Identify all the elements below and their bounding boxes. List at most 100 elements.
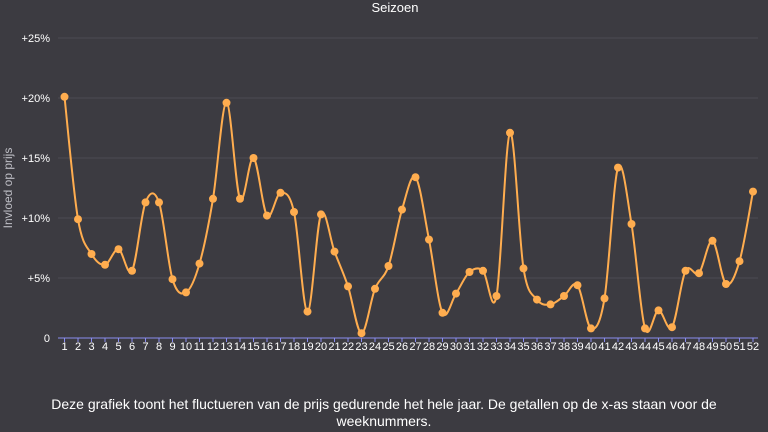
x-tick-label: 43 bbox=[625, 341, 637, 353]
x-tick-label: 47 bbox=[679, 341, 691, 353]
x-tick-label: 20 bbox=[315, 341, 327, 353]
data-point-week-50[interactable] bbox=[722, 280, 730, 288]
series-line bbox=[63, 96, 754, 335]
data-point-week-26[interactable] bbox=[398, 205, 406, 214]
data-point-week-19[interactable] bbox=[303, 307, 312, 316]
data-point-week-32[interactable] bbox=[479, 266, 487, 275]
x-tick-label: 40 bbox=[585, 341, 597, 353]
data-point-week-16[interactable] bbox=[263, 211, 271, 220]
x-tick-label: 12 bbox=[207, 341, 219, 353]
data-point-week-36[interactable] bbox=[533, 295, 541, 304]
data-point-week-24[interactable] bbox=[371, 284, 379, 293]
data-point-week-44[interactable] bbox=[641, 324, 649, 333]
x-tick-label: 36 bbox=[531, 341, 543, 353]
x-tick-label: 34 bbox=[504, 341, 516, 353]
x-tick-label: 25 bbox=[382, 341, 394, 353]
data-point-week-11[interactable] bbox=[195, 259, 204, 268]
x-tick-label: 35 bbox=[517, 341, 529, 353]
x-tick-label: 17 bbox=[274, 341, 286, 353]
x-tick-label: 23 bbox=[355, 341, 367, 353]
data-point-week-42[interactable] bbox=[614, 163, 622, 172]
x-tick-label: 7 bbox=[142, 341, 148, 353]
data-point-week-29[interactable] bbox=[438, 308, 447, 317]
x-tick-label: 11 bbox=[194, 341, 205, 353]
data-point-week-37[interactable] bbox=[546, 300, 555, 309]
data-point-week-27[interactable] bbox=[411, 173, 420, 182]
x-tick-label: 48 bbox=[693, 341, 705, 353]
y-axis-label: Invloed op prijs bbox=[1, 148, 15, 229]
data-point-week-21[interactable] bbox=[330, 247, 339, 256]
x-tick-label: 10 bbox=[180, 341, 192, 353]
data-point-week-13[interactable] bbox=[222, 98, 231, 107]
grid-lines bbox=[58, 37, 758, 279]
data-point-week-28[interactable] bbox=[425, 235, 433, 244]
data-point-week-51[interactable] bbox=[735, 257, 744, 266]
x-tick-label: 3 bbox=[88, 341, 94, 353]
x-tick-label: 46 bbox=[666, 341, 678, 353]
data-point-week-40[interactable] bbox=[587, 324, 595, 333]
data-point-week-23[interactable] bbox=[357, 329, 366, 338]
data-point-week-33[interactable] bbox=[492, 292, 501, 300]
data-point-week-43[interactable] bbox=[627, 220, 636, 228]
data-point-week-25[interactable] bbox=[384, 262, 393, 270]
x-tick-label: 16 bbox=[261, 341, 273, 353]
x-tick-label: 42 bbox=[612, 341, 624, 353]
y-tick-label: +5% bbox=[28, 273, 51, 285]
data-point-week-30[interactable] bbox=[452, 289, 460, 298]
x-tick-label: 37 bbox=[544, 341, 556, 353]
data-point-week-1[interactable] bbox=[60, 92, 69, 101]
data-point-week-45[interactable] bbox=[654, 306, 663, 315]
data-point-week-34[interactable] bbox=[506, 128, 514, 137]
y-tick-labels: 0 +5% +10% +15% +20% +25% bbox=[22, 33, 51, 345]
x-tick-label: 14 bbox=[234, 341, 246, 353]
data-point-week-14[interactable] bbox=[236, 194, 244, 203]
x-tick-label: 41 bbox=[598, 341, 610, 353]
data-point-week-20[interactable] bbox=[317, 210, 325, 219]
y-tick-label: +15% bbox=[22, 153, 51, 165]
data-point-week-49[interactable] bbox=[708, 236, 717, 245]
data-point-week-4[interactable] bbox=[101, 260, 109, 269]
chart-caption: Deze grafiek toont het fluctueren van de… bbox=[51, 396, 717, 429]
x-tick-label: 18 bbox=[288, 341, 300, 353]
data-point-week-2[interactable] bbox=[74, 215, 82, 224]
x-tick-labels: 1 2 3 4 5 6 7 8 9 10 11 12 13 14 15 16 17 18 19 20 21 22 23 24 2… bbox=[61, 338, 759, 353]
data-point-week-9[interactable] bbox=[168, 275, 177, 284]
data-point-week-12[interactable] bbox=[209, 194, 217, 203]
x-tick-label: 5 bbox=[115, 341, 121, 353]
data-point-week-46[interactable] bbox=[668, 323, 676, 332]
data-point-week-3[interactable] bbox=[87, 250, 96, 258]
data-point-week-41[interactable] bbox=[600, 294, 609, 303]
y-tick-label: +10% bbox=[22, 213, 51, 225]
data-point-week-38[interactable] bbox=[560, 292, 568, 300]
x-tick-label: 22 bbox=[342, 341, 354, 353]
data-point-week-7[interactable] bbox=[141, 198, 150, 207]
data-point-week-17[interactable] bbox=[276, 188, 285, 197]
data-point-week-52[interactable] bbox=[749, 187, 757, 196]
data-point-week-5[interactable] bbox=[114, 245, 123, 254]
data-point-week-39[interactable] bbox=[573, 281, 582, 290]
data-point-week-48[interactable] bbox=[695, 269, 703, 278]
data-point-week-8[interactable] bbox=[155, 198, 163, 207]
x-tick-label: 2 bbox=[75, 341, 81, 353]
data-point-week-18[interactable] bbox=[290, 208, 298, 216]
data-points bbox=[60, 92, 757, 338]
x-tick-label: 30 bbox=[450, 341, 462, 353]
data-point-week-22[interactable] bbox=[344, 282, 352, 291]
y-tick-label: +20% bbox=[22, 93, 51, 105]
x-tick-label: 39 bbox=[571, 341, 583, 353]
data-point-week-47[interactable] bbox=[681, 266, 690, 275]
data-point-week-10[interactable] bbox=[182, 288, 190, 297]
x-tick-label: 21 bbox=[328, 341, 340, 353]
x-tick-label: 49 bbox=[706, 341, 718, 353]
data-point-week-15[interactable] bbox=[249, 154, 258, 162]
x-tick-label: 52 bbox=[747, 341, 759, 353]
season-chart: Seizoen Invloed op prijs 0 +5% +10% +15% +20… bbox=[1, 0, 759, 353]
x-tick-label: 19 bbox=[301, 341, 313, 353]
data-point-week-35[interactable] bbox=[519, 264, 528, 273]
x-tick-label: 31 bbox=[463, 341, 475, 353]
data-point-week-31[interactable] bbox=[465, 268, 474, 276]
x-tick-label: 51 bbox=[733, 341, 745, 353]
data-point-week-6[interactable] bbox=[128, 266, 136, 275]
x-tick-label: 29 bbox=[436, 341, 448, 353]
x-tick-label: 4 bbox=[102, 341, 108, 353]
